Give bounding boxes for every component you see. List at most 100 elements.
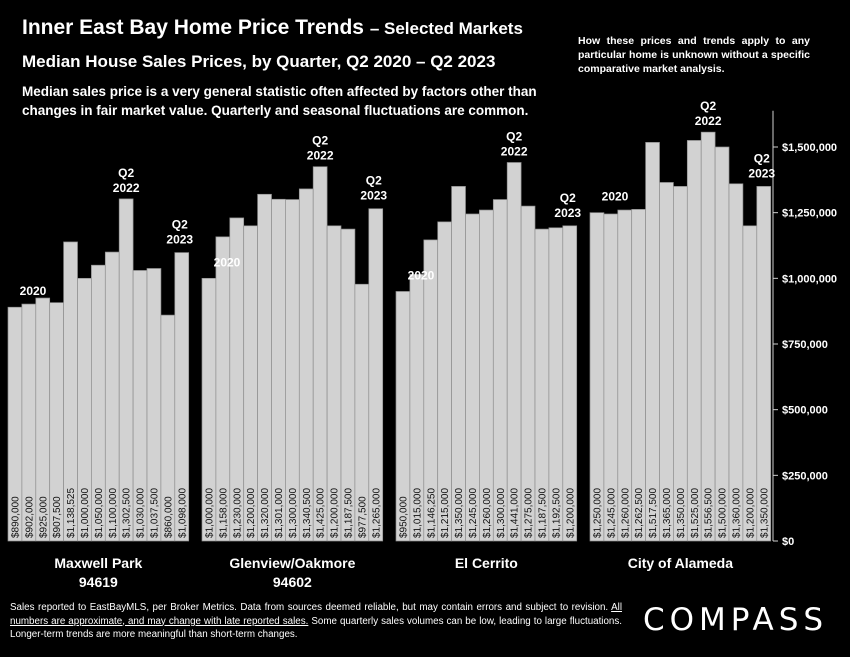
group-label: El Cerrito xyxy=(455,555,518,571)
bar xyxy=(659,182,674,542)
bar-value-label: $1,500,000 xyxy=(718,488,729,538)
group-label: Glenview/Oakmore xyxy=(229,555,355,571)
bar xyxy=(756,186,772,542)
y-tick-label: $1,500,000 xyxy=(782,142,837,154)
bar xyxy=(174,252,190,542)
bar xyxy=(506,162,522,542)
bar-value-label: $1,360,000 xyxy=(731,488,742,538)
bar-value-label: $1,015,000 xyxy=(412,488,423,538)
group-label: 94602 xyxy=(273,574,312,590)
bar-value-label: $977,500 xyxy=(357,496,368,538)
bar-value-label: $1,517,500 xyxy=(648,488,659,538)
bar-value-label: $1,050,000 xyxy=(94,488,105,538)
bar-value-label: $1,200,000 xyxy=(745,488,756,538)
y-tick-label: $0 xyxy=(782,536,794,548)
y-tick-label: $750,000 xyxy=(782,339,828,351)
bar-value-label: $1,146,250 xyxy=(426,488,437,538)
bar xyxy=(686,140,702,542)
annotation-peak-year: 2022 xyxy=(501,144,528,158)
chart-description: Median sales price is a very general sta… xyxy=(22,84,537,118)
bar-value-label: $1,100,000 xyxy=(108,488,119,538)
bar-value-label: $1,350,000 xyxy=(676,488,687,538)
bar-value-label: $1,525,000 xyxy=(690,488,701,538)
chart-title: Inner East Bay Home Price Trends – Selec… xyxy=(22,16,523,40)
disclaimer-note: How these prices and trends apply to any… xyxy=(578,35,810,75)
bar-value-label: $1,187,500 xyxy=(537,488,548,538)
annotation-2020: 2020 xyxy=(20,284,47,298)
y-tick-label: $1,000,000 xyxy=(782,273,837,285)
bar xyxy=(368,208,384,542)
annotation-end-quarter: Q2 xyxy=(754,151,770,165)
bar-value-label: $1,265,000 xyxy=(371,488,382,538)
bar-value-label: $1,556,500 xyxy=(704,488,715,538)
bar xyxy=(728,183,744,542)
bar-value-label: $902,000 xyxy=(24,496,35,538)
bar-value-label: $1,000,000 xyxy=(204,488,215,538)
group-label: City of Alameda xyxy=(628,555,733,571)
bar xyxy=(312,166,328,542)
group-label: 94619 xyxy=(79,574,118,590)
annotation-end-quarter: Q2 xyxy=(172,218,188,232)
bar-value-label: $1,301,000 xyxy=(274,488,285,538)
footer-part1: Sales reported to EastBayMLS, per Broker… xyxy=(10,602,612,613)
bar-value-label: $1,250,000 xyxy=(592,488,603,538)
bar-value-label: $1,260,000 xyxy=(620,488,631,538)
bar-value-label: $1,030,000 xyxy=(136,488,147,538)
bar xyxy=(700,131,716,542)
bar-value-label: $1,320,000 xyxy=(260,488,271,538)
bar-value-label: $907,500 xyxy=(52,496,63,538)
bar xyxy=(645,142,660,542)
bar-value-label: $1,245,000 xyxy=(468,488,479,538)
bar-value-label: $1,302,500 xyxy=(122,488,133,538)
footer-part2: Some quarterly sales volumes can be low,… xyxy=(10,615,623,641)
annotation-peak-quarter: Q2 xyxy=(312,134,328,148)
bar-value-label: $1,262,500 xyxy=(634,488,645,538)
bar-value-label: $1,350,000 xyxy=(454,488,465,538)
annotation-peak-quarter: Q2 xyxy=(118,166,134,180)
annotation-end-quarter: Q2 xyxy=(366,174,382,188)
bar-value-label: $1,215,000 xyxy=(440,488,451,538)
bar-value-label: $860,000 xyxy=(163,496,174,538)
annotation-2020: 2020 xyxy=(602,190,629,204)
bar-chart: $0 $250,000 $500,000 $750,000 $1,000,000 $1,2… xyxy=(7,99,837,590)
title-suffix: – Selected Markets xyxy=(369,19,523,38)
bar-value-label: $1,245,000 xyxy=(606,488,617,538)
footer-underlined: All numbers are approximate, and may cha… xyxy=(10,602,622,627)
annotation-end-quarter: Q2 xyxy=(560,191,576,205)
bar-value-label: $1,340,500 xyxy=(302,488,313,538)
bar-value-label: $1,425,000 xyxy=(316,488,327,538)
annotation-peak-year: 2022 xyxy=(307,149,334,163)
bar-value-label: $1,441,000 xyxy=(510,488,521,538)
bar-value-label: $1,192,500 xyxy=(551,488,562,538)
bar-value-label: $1,200,000 xyxy=(246,488,257,538)
annotation-peak-quarter: Q2 xyxy=(700,99,716,113)
annotation-end-year: 2023 xyxy=(360,189,387,203)
y-tick-label: $250,000 xyxy=(782,470,828,482)
title-text: Inner East Bay Home Price Trends xyxy=(22,16,364,39)
bar xyxy=(451,186,466,542)
bar-value-label: $925,000 xyxy=(38,496,49,538)
bar-value-label: $1,365,000 xyxy=(662,488,673,538)
annotation-end-year: 2023 xyxy=(166,233,193,247)
compass-logo: COMPASS xyxy=(643,602,829,638)
bar-value-label: $1,275,000 xyxy=(524,488,535,538)
annotation-peak-quarter: Q2 xyxy=(506,129,522,143)
annotation-end-year: 2023 xyxy=(748,166,775,180)
bar xyxy=(714,146,730,542)
bar-value-label: $950,000 xyxy=(398,496,409,538)
bar-value-label: $1,200,000 xyxy=(330,488,341,538)
y-tick-label: $1,250,000 xyxy=(782,208,837,220)
bar xyxy=(562,225,578,542)
annotation-2020: 2020 xyxy=(408,268,435,282)
footer-note: Sales reported to EastBayMLS, per Broker… xyxy=(10,601,622,642)
bar-value-label: $1,158,000 xyxy=(218,488,229,538)
bar-value-label: $1,300,000 xyxy=(288,488,299,538)
bar xyxy=(673,186,688,542)
bar-value-label: $890,000 xyxy=(10,496,21,538)
y-tick-label: $500,000 xyxy=(782,405,828,417)
bar-value-label: $1,350,000 xyxy=(759,488,770,538)
bar-value-label: $1,300,000 xyxy=(496,488,507,538)
bar-value-label: $1,037,500 xyxy=(149,488,160,538)
annotation-2020: 2020 xyxy=(214,255,241,269)
chart-subtitle: Median House Sales Prices, by Quarter, Q… xyxy=(22,52,496,71)
